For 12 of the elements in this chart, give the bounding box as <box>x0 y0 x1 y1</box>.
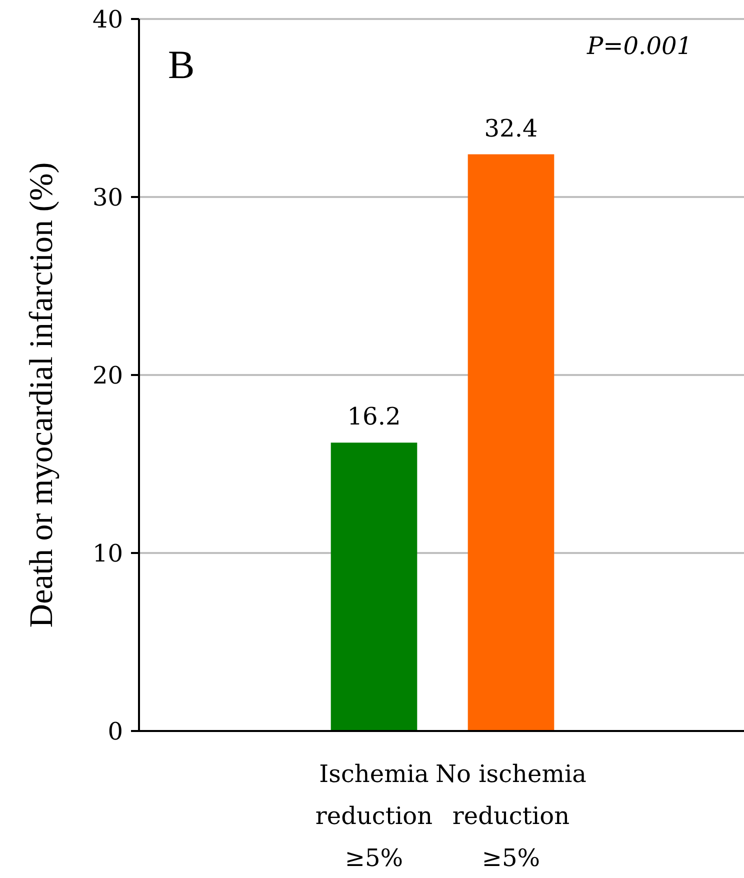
y-tick-label: 20 <box>92 361 123 390</box>
y-tick-label: 0 <box>108 717 123 746</box>
x-tick-label: No ischemia reduction ≥5% <box>436 760 586 872</box>
data-label: 32.4 <box>484 114 538 142</box>
y-tick-label: 30 <box>92 183 123 212</box>
text: P=0.001 <box>586 32 692 60</box>
x-tick-label: Ischemia reduction ≥5% <box>315 760 433 872</box>
y-tick-label: 40 <box>92 5 123 34</box>
y-tick-label: 10 <box>92 539 123 568</box>
data-label: 16.2 <box>347 402 401 431</box>
text: B <box>168 42 195 87</box>
y-axis-title: Death or myocardial infarction (%) <box>24 162 60 628</box>
